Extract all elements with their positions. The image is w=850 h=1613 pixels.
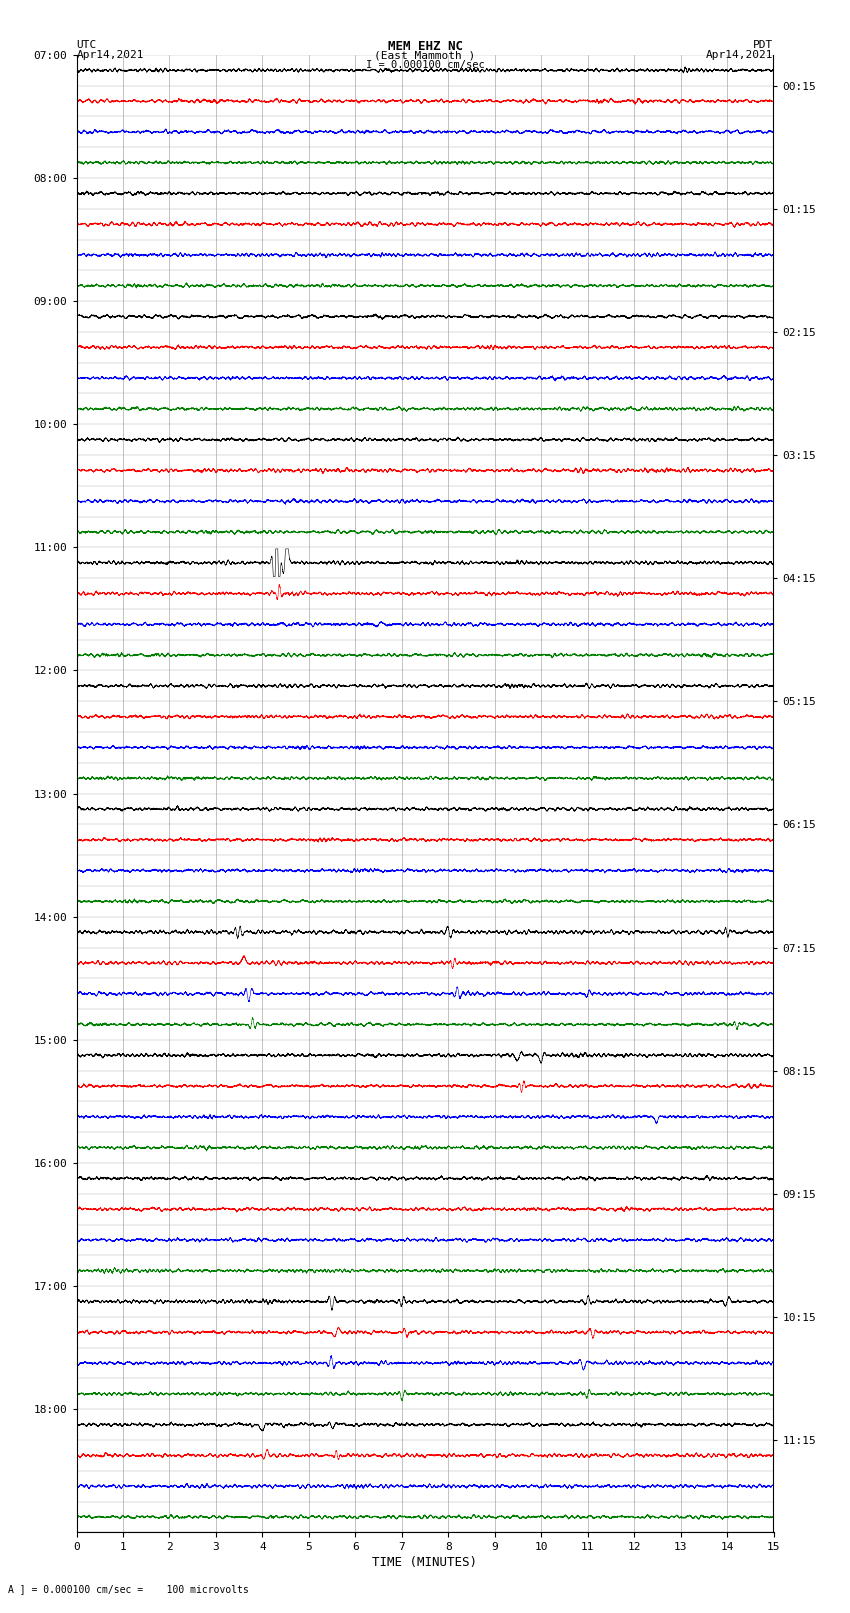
X-axis label: TIME (MINUTES): TIME (MINUTES) [372,1557,478,1569]
Text: I = 0.000100 cm/sec: I = 0.000100 cm/sec [366,60,484,69]
Text: MEM EHZ NC: MEM EHZ NC [388,40,462,53]
Text: Apr14,2021: Apr14,2021 [706,50,774,60]
Text: UTC: UTC [76,40,97,50]
Text: (East Mammoth ): (East Mammoth ) [374,50,476,60]
Text: Apr14,2021: Apr14,2021 [76,50,144,60]
Text: PDT: PDT [753,40,774,50]
Text: A ] = 0.000100 cm/sec =    100 microvolts: A ] = 0.000100 cm/sec = 100 microvolts [8,1584,249,1594]
